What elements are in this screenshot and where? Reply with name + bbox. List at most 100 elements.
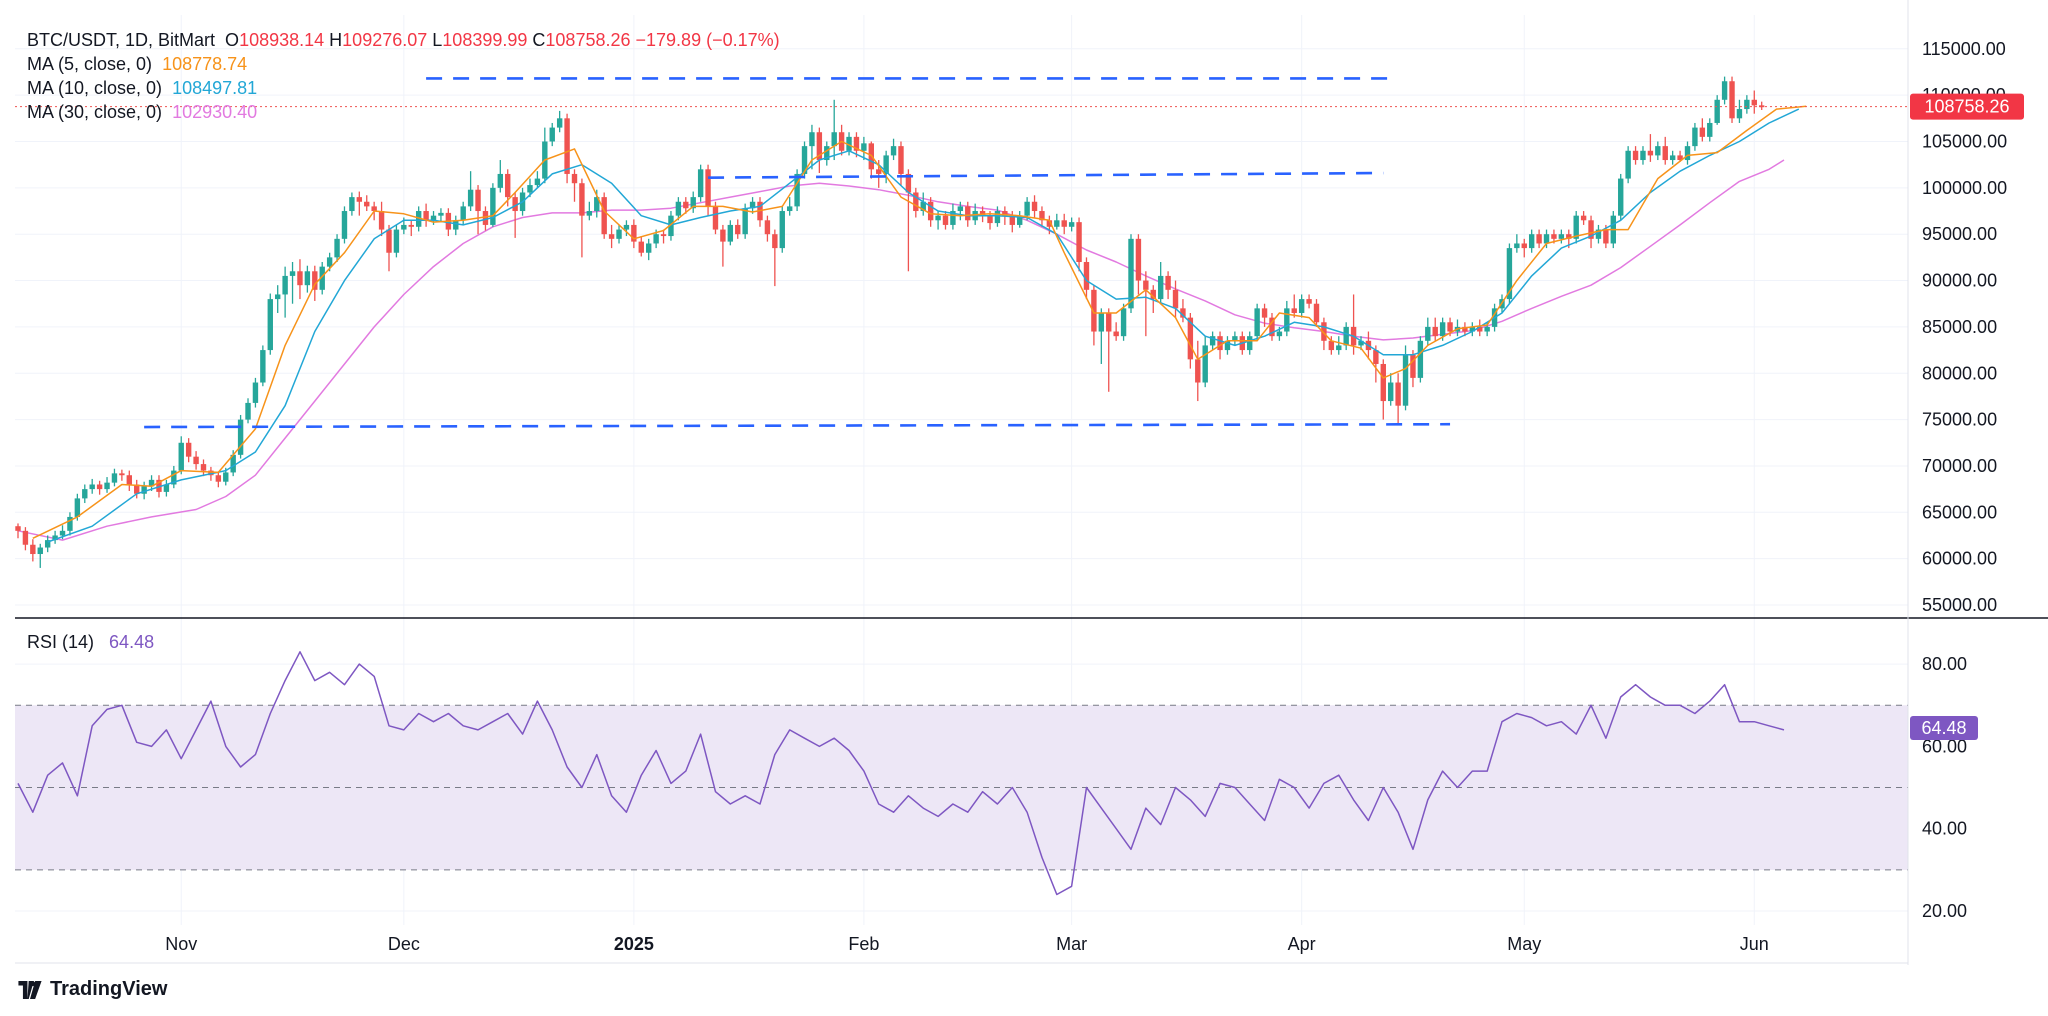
candle-body — [141, 486, 147, 494]
candle-body — [111, 473, 118, 483]
candle-body — [1321, 322, 1327, 341]
candle-body — [1009, 215, 1015, 225]
candle-body — [1580, 215, 1587, 221]
ma5-value: 108778.74 — [162, 54, 248, 74]
candle-body — [430, 215, 437, 221]
candle-body — [1150, 289, 1156, 300]
candle-body — [252, 382, 259, 403]
ma30-value: 102930.40 — [172, 102, 258, 122]
candle-body — [1573, 215, 1579, 239]
candle-body — [1120, 308, 1127, 337]
candle-body — [490, 187, 496, 225]
price-tick-label: 85000.00 — [1922, 317, 1997, 337]
rsi-line — [17, 651, 1785, 896]
price-tick-label: 90000.00 — [1922, 271, 1997, 291]
price-legend: BTC/USDT, 1D, BitMart O108938.14 H109276… — [27, 28, 780, 124]
brand-name: TradingView — [50, 978, 168, 1000]
ma10-value: 108497.81 — [172, 78, 258, 98]
axes: 115000.00110000.00105000.00100000.009500… — [15, 0, 2048, 965]
candle-body — [1640, 150, 1646, 161]
candle-body — [1024, 201, 1030, 216]
candle-body — [267, 299, 273, 351]
candle-body — [1543, 234, 1550, 244]
candle-body — [1736, 109, 1743, 119]
candle-body — [230, 454, 236, 473]
time-tick-label: Feb — [848, 934, 879, 954]
candle-body — [1306, 299, 1312, 304]
tradingview-brand[interactable]: TradingView — [16, 978, 167, 1001]
time-tick-label: Jun — [1740, 934, 1769, 954]
candle-body — [208, 470, 214, 476]
candle-body — [260, 350, 266, 383]
candle-body — [1068, 222, 1075, 227]
candle-body — [1098, 312, 1105, 332]
candle-body — [378, 211, 385, 230]
candle-body — [1425, 326, 1431, 341]
candle-body — [861, 143, 867, 151]
candle-body — [215, 475, 222, 482]
close-label: C — [532, 30, 546, 50]
candle-body — [1625, 150, 1631, 179]
candle-body — [549, 127, 555, 142]
candle-body — [720, 229, 726, 242]
candle-body — [1232, 336, 1238, 341]
candle-body — [475, 189, 481, 212]
candle-body — [1284, 308, 1290, 332]
symbol-label: BTC/USDT, 1D, BitMart — [27, 30, 216, 50]
candle-body — [631, 224, 637, 242]
candle-body — [1328, 340, 1335, 351]
price-tick-label: 100000.00 — [1922, 178, 2007, 198]
candle-body — [44, 540, 51, 548]
candle-body — [104, 482, 110, 490]
candle-body — [824, 146, 830, 161]
candle-body — [1432, 326, 1438, 337]
candle-body — [616, 229, 622, 239]
candle-body — [965, 206, 971, 221]
candle-body — [89, 484, 95, 490]
ma30-label: MA (30, close, 0) — [27, 102, 163, 122]
price-tick-label: 60000.00 — [1922, 549, 1997, 569]
time-tick-label: Dec — [388, 934, 420, 954]
price-tick-label: 70000.00 — [1922, 456, 1997, 476]
candle-body — [646, 243, 652, 253]
candle-body — [623, 224, 630, 230]
candle-body — [1076, 222, 1082, 263]
candle-body — [1669, 155, 1676, 161]
rsi-value: 64.48 — [109, 632, 155, 652]
candle-body — [846, 136, 852, 151]
candle-body — [1655, 146, 1661, 156]
candle-body — [690, 197, 696, 209]
candle-body — [1224, 340, 1231, 351]
candle-body — [505, 173, 511, 198]
candle-body — [453, 220, 459, 230]
candle-body — [1521, 243, 1527, 249]
candle-body — [905, 173, 912, 193]
candle-body — [1603, 229, 1609, 244]
candle-body — [853, 136, 860, 151]
candle-body — [935, 215, 941, 221]
ma5-label: MA (5, close, 0) — [27, 54, 153, 74]
candle-body — [1343, 326, 1349, 346]
candle-body — [423, 211, 429, 221]
candle-body — [1536, 234, 1542, 244]
time-tick-label: May — [1507, 934, 1541, 954]
close-value: 108758.26 — [545, 30, 631, 50]
candle-body — [341, 211, 348, 239]
candle-body — [156, 479, 162, 492]
candle-body — [942, 215, 949, 225]
rsi-tick-label: 40.00 — [1922, 819, 1967, 839]
candle-body — [1247, 336, 1253, 351]
candle-body — [1261, 308, 1268, 318]
dashed-trendline — [144, 422, 1451, 429]
candle-body — [1209, 336, 1216, 346]
candle-body — [1744, 99, 1750, 110]
candle-body — [467, 189, 474, 207]
candle-body — [67, 516, 73, 531]
candle-body — [764, 220, 771, 235]
candle-body — [460, 206, 466, 221]
candle-body — [371, 206, 377, 212]
trendlines — [144, 77, 1451, 429]
candle-body — [638, 241, 644, 253]
candle-body — [1143, 280, 1149, 290]
